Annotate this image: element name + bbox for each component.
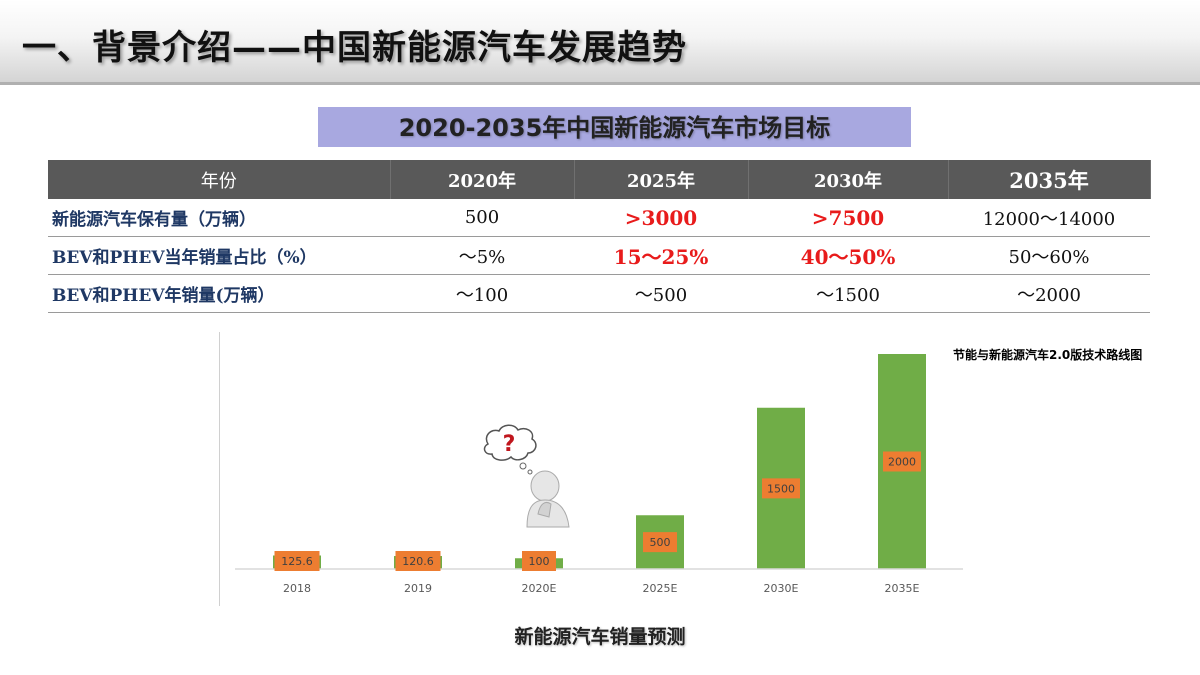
data-label-bg [883,451,921,472]
x-tick-label: 2035E [885,582,920,595]
data-label: 120.6 [395,551,441,571]
table-row: BEV和PHEV当年销量占比（%） ～5% 15～25% 40～50% 50～6… [48,236,1150,275]
thought-bubble-icon [483,424,537,461]
row-label: 新能源汽车保有量（万辆） [48,199,390,237]
data-label: 1500 [762,478,800,499]
figure-head-icon [530,470,560,502]
data-label: 125.6 [274,551,320,571]
table-cell: 50～60% [948,236,1150,275]
table-header-cell: 2035年 [948,160,1151,199]
data-label-text: 2000 [888,456,916,469]
x-tick-label: 2018 [283,582,311,595]
figure-arm-icon [537,501,552,518]
data-label: 2000 [883,451,921,472]
ticks-layer: 2018 2019 2020E 2025E 2030E 2035E [283,582,920,595]
header-bar: 一、背景介绍——中国新能源汽车发展趋势 [0,0,1200,85]
table-cell-highlight: >7500 [748,199,948,237]
labels-layer: 125.6 120.6 100 500 1500 2000 [274,451,921,571]
table-cell: ～100 [390,274,574,313]
table-cell: 500 [390,199,574,237]
table-cell: ～5% [390,236,574,275]
thinking-person-icon: ? [483,424,570,528]
data-label-bg [643,532,677,553]
table-cell-highlight: 15～25% [574,236,748,275]
targets-table: 年份 2020年 2025年 2030年 2035年 新能源汽车保有量（万辆） … [48,160,1151,313]
x-tick-label: 2019 [404,582,432,595]
chart-source-note: 节能与新能源汽车2.0版技术路线图 [953,348,1143,362]
table-cell-highlight: 40～50% [748,236,948,275]
table-header-cell: 2025年 [574,160,749,199]
data-label: 100 [522,551,556,571]
data-label-bg [762,478,800,499]
data-label-text: 125.6 [281,555,313,568]
thought-dot-icon [527,469,533,475]
table-cell: 12000～14000 [948,199,1150,237]
data-label-bg [274,551,320,571]
chart-caption: 新能源汽车销量预测 [514,626,686,648]
bars-layer [273,354,926,569]
row-label: BEV和PHEV当年销量占比（%） [48,236,390,275]
data-label-text: 1500 [767,482,795,495]
table-cell: ～500 [574,274,748,313]
table-row: 新能源汽车保有量（万辆） 500 >3000 >7500 12000～14000 [48,199,1150,237]
data-label-bg [522,551,556,571]
page-title: 一、背景介绍——中国新能源汽车发展趋势 [22,28,687,68]
table-header-row: 年份 2020年 2025年 2030年 2035年 [48,160,1151,199]
table-cell: ～1500 [748,274,948,313]
row-label: BEV和PHEV年销量(万辆） [48,274,390,313]
question-mark-icon: ? [503,432,516,457]
table-header-cell: 2030年 [748,160,949,199]
data-label: 500 [643,532,677,553]
table-cell-highlight: >3000 [574,199,748,237]
x-tick-label: 2025E [643,582,678,595]
table-header-cell: 年份 [48,160,391,199]
data-label-text: 120.6 [402,555,434,568]
table-header-cell: 2020年 [390,160,575,199]
table-cell: ～2000 [948,274,1150,313]
table-title: 2020-2035年中国新能源汽车市场目标 [318,107,911,147]
table-row: BEV和PHEV年销量(万辆） ～100 ～500 ～1500 ～2000 [48,274,1150,313]
data-label-text: 100 [529,555,550,568]
chart-left-divider [219,332,220,606]
data-label-bg [395,551,441,571]
thought-dot-icon [519,462,527,470]
sales-forecast-chart: 2018 2019 2020E 2025E 2030E 2035E 125.6 120.6 1… [235,354,963,595]
x-tick-label: 2020E [522,582,557,595]
data-label-text: 500 [650,536,671,549]
x-tick-label: 2030E [764,582,799,595]
